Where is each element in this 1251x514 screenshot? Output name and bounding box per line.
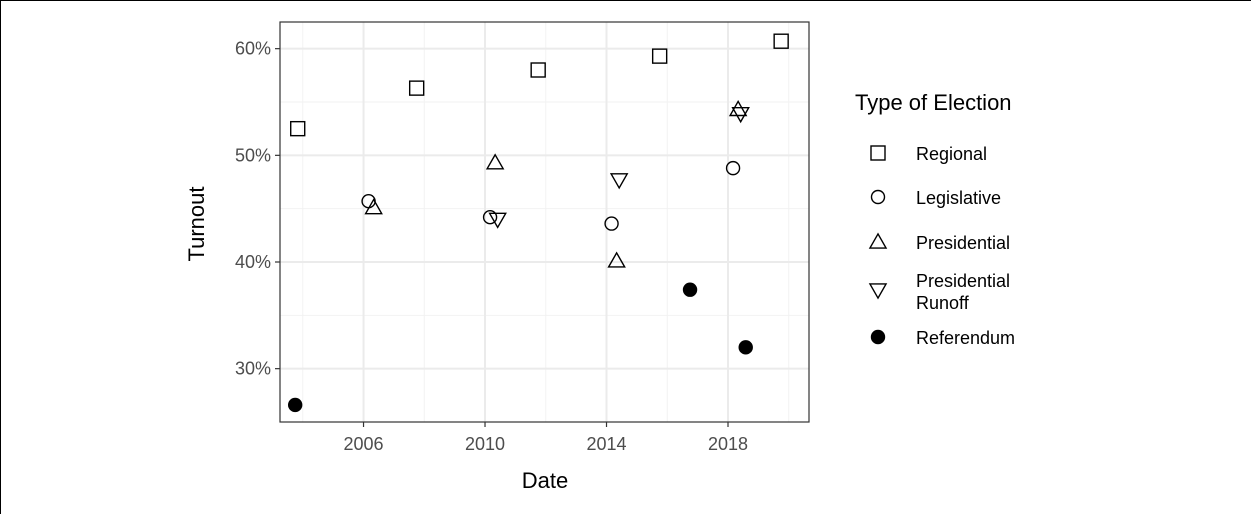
x-tick-label: 2014 — [586, 434, 626, 454]
point-presidential-runoff — [731, 106, 750, 124]
point-legislative — [725, 160, 741, 176]
page-border-top — [0, 0, 1251, 1]
legend-title: Type of Election — [855, 90, 1012, 115]
x-axis: 2006 2010 2014 2018 — [344, 422, 748, 454]
legend-key-legislative — [870, 189, 886, 205]
point-regional — [651, 48, 668, 64]
point-regional — [408, 80, 425, 96]
point-presidential-runoff — [609, 173, 629, 190]
point-regional — [530, 62, 546, 78]
data-points — [287, 33, 789, 413]
legend-key-regional — [870, 145, 886, 161]
page-border-left — [0, 0, 1, 514]
y-axis: 30% 40% 50% 60% — [235, 39, 280, 379]
legend-label-legislative: Legislative — [916, 188, 1001, 208]
plot-panel-border — [279, 21, 810, 423]
point-presidential-runoff — [488, 212, 507, 229]
point-legislative — [604, 216, 619, 231]
point-presidential — [728, 100, 748, 117]
y-tick-label: 50% — [235, 145, 271, 165]
y-tick-label: 40% — [235, 252, 271, 272]
legend-key-presidential — [868, 232, 888, 249]
point-presidential — [607, 251, 626, 268]
y-tick-label: 60% — [235, 39, 271, 59]
grid-major — [280, 22, 809, 422]
point-referendum — [287, 397, 303, 413]
x-tick-label: 2006 — [344, 434, 384, 454]
legend-label-regional: Regional — [916, 144, 987, 164]
point-referendum — [682, 282, 698, 297]
y-axis-title: Turnout — [184, 186, 209, 261]
legend-label-referendum: Referendum — [916, 328, 1015, 348]
point-referendum — [738, 340, 753, 355]
point-legislative — [482, 209, 498, 225]
legend-key-presidential-runoff — [868, 283, 888, 300]
x-tick-label: 2010 — [465, 434, 505, 454]
legend-label-presidential: Presidential — [916, 233, 1010, 253]
legend-label-presidential-runoff: Presidential Runoff — [916, 271, 1010, 313]
y-tick-label: 30% — [235, 359, 271, 379]
point-presidential — [364, 198, 383, 215]
point-regional — [773, 33, 789, 49]
legend: Type of Election Regional Legislative Pres… — [855, 90, 1015, 348]
x-tick-label: 2018 — [708, 434, 748, 454]
point-presidential — [485, 153, 505, 170]
x-axis-title: Date — [522, 468, 568, 493]
point-regional — [290, 120, 306, 137]
grid-minor — [280, 22, 809, 422]
legend-key-referendum — [870, 329, 886, 345]
